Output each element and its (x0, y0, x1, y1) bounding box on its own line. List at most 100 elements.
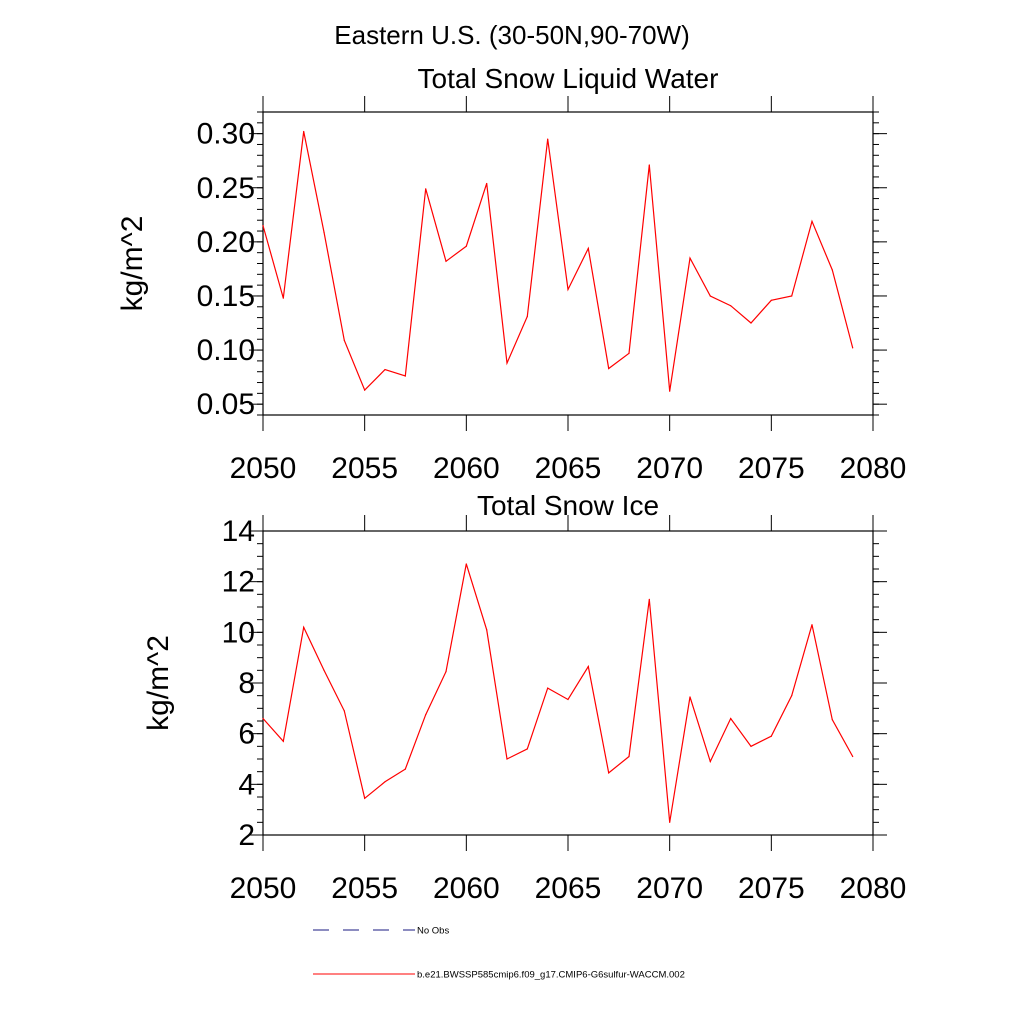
data-point (852, 755, 854, 758)
y-tick-label: 10 (222, 616, 255, 649)
data-point (384, 781, 386, 783)
data-point (506, 758, 508, 760)
data-point (323, 231, 325, 233)
x-tick-label: 2080 (840, 452, 907, 485)
x-tick-label: 2060 (433, 872, 500, 905)
plot-frame-p0 (262, 111, 874, 416)
x-tick-label: 2055 (331, 872, 398, 905)
data-point (750, 322, 752, 324)
data-point (547, 138, 549, 140)
data-point (628, 755, 630, 758)
x-tick-label: 2075 (738, 872, 805, 905)
x-tick-label: 2050 (230, 452, 297, 485)
x-tick-label: 2070 (636, 452, 703, 485)
x-tick-label: 2055 (331, 452, 398, 485)
data-point (587, 665, 589, 668)
data-point (831, 269, 833, 271)
data-point (730, 305, 732, 307)
data-point (709, 760, 711, 763)
y-tick-label: 0.05 (197, 388, 255, 421)
data-point (506, 362, 508, 364)
x-tick-label: 2075 (738, 452, 805, 485)
y-tick-label: 8 (238, 667, 255, 700)
data-point (669, 390, 671, 392)
data-point (262, 717, 264, 720)
data-point (343, 710, 345, 712)
series-line-p1 (262, 563, 854, 823)
data-point (465, 245, 467, 247)
data-point (587, 247, 589, 249)
y-tick-label: 12 (222, 566, 255, 599)
data-point (750, 745, 752, 747)
data-point (852, 347, 854, 349)
y-tick-label: 0.10 (197, 334, 255, 367)
y-tick-label: 4 (238, 768, 255, 801)
data-point (526, 315, 528, 318)
data-point (445, 260, 447, 262)
data-point (364, 389, 366, 391)
data-point (730, 717, 732, 720)
legend-label-model: b.e21.BWSSP585cmip6.f09_g17.CMIP6-G6sulf… (417, 970, 685, 981)
data-point (526, 748, 528, 750)
data-point (262, 225, 264, 227)
data-point (648, 164, 650, 166)
x-tick-label: 2050 (230, 872, 297, 905)
legend-label-no-obs: No Obs (417, 926, 449, 937)
y-tick-label: 14 (222, 515, 255, 548)
x-tick-label: 2080 (840, 872, 907, 905)
y-axis-label-p0: kg/m^2 (116, 216, 149, 312)
y-tick-label: 0.15 (197, 280, 255, 313)
y-tick-label: 0.20 (197, 226, 255, 259)
data-point (384, 368, 386, 371)
y-axis-label-p1: kg/m^2 (142, 635, 175, 731)
data-point (486, 182, 488, 185)
data-point (343, 339, 345, 341)
data-point (648, 598, 650, 601)
data-point (404, 375, 406, 377)
data-point (811, 624, 813, 626)
data-point (689, 696, 691, 698)
x-tick-label: 2070 (636, 872, 703, 905)
data-point (791, 695, 793, 697)
x-tick-label: 2060 (433, 452, 500, 485)
data-point (811, 220, 813, 222)
data-point (770, 299, 772, 301)
y-tick-label: 2 (238, 819, 255, 852)
data-point (689, 257, 691, 259)
series-line-p0 (262, 131, 854, 392)
data-point (282, 297, 284, 299)
legend: No Obs b.e21.BWSSP585cmip6.f09_g17.CMIP6… (313, 926, 685, 981)
chart-panel-snow-liquid-water: Total Snow Liquid Water 2050 2055 2060 2065 2… (116, 63, 906, 485)
data-point (547, 687, 549, 689)
data-point (567, 288, 569, 291)
data-point (709, 295, 711, 297)
data-point (791, 295, 793, 297)
data-point (282, 740, 284, 742)
y-tick-label: 0.30 (197, 118, 255, 151)
x-tick-label: 2065 (535, 872, 602, 905)
y-tick-label: 0.25 (197, 172, 255, 205)
data-point (608, 772, 610, 774)
data-point (425, 714, 427, 716)
data-point (628, 352, 630, 354)
data-point (364, 797, 366, 799)
data-point (303, 130, 305, 133)
data-point (831, 719, 833, 721)
data-point (567, 698, 569, 701)
data-point (465, 563, 467, 565)
data-point (445, 671, 447, 673)
chart-title-p0: Total Snow Liquid Water (418, 63, 719, 94)
y-tick-label: 6 (238, 718, 255, 751)
data-point (303, 626, 305, 628)
data-point (608, 367, 610, 370)
data-point (486, 629, 488, 631)
data-point (669, 821, 671, 823)
plot-frame-p1 (262, 530, 874, 836)
data-point (425, 188, 427, 190)
data-point (323, 669, 325, 671)
data-point (770, 735, 772, 737)
data-point (404, 768, 406, 770)
figure-title: Eastern U.S. (30-50N,90-70W) (334, 20, 689, 50)
